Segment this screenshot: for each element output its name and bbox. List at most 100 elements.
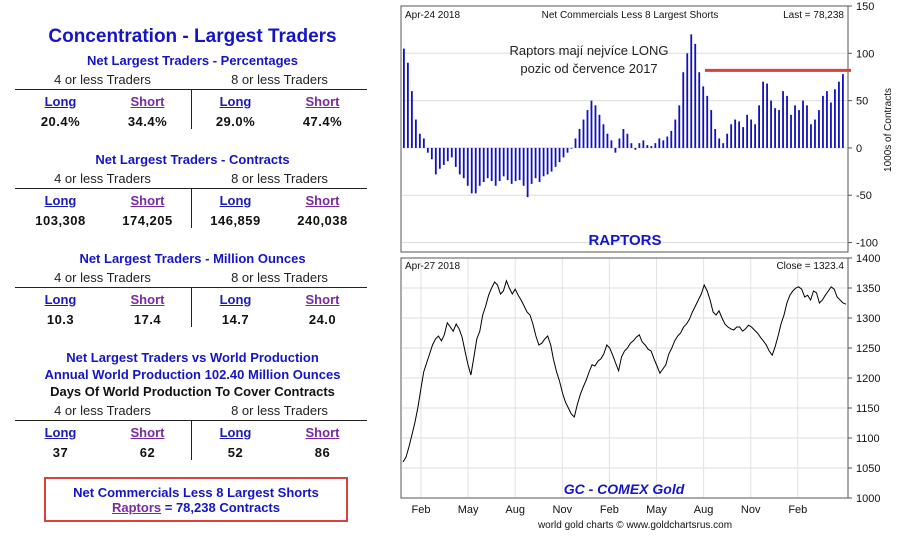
gold-close-label: Close = 1323.4 [776,261,844,272]
raptors-bar [734,119,737,148]
raptors-bar [818,110,820,148]
group-8-or-less: 8 or less Traders [231,72,328,87]
raptors-bar [498,147,501,182]
long-header[interactable]: Long [44,193,77,208]
group-4-or-less: 4 or less Traders [54,270,151,285]
raptors-chart-frame [400,5,849,253]
gold-y-tick-label: 1350 [856,283,880,295]
value-cell: 10.3 [46,312,75,327]
raptors-bar [602,124,605,148]
raptors-bar [782,91,784,148]
gold-y-tick-label: 1100 [856,433,880,445]
raptors-bar [598,114,601,148]
long-header[interactable]: Long [44,94,77,109]
raptors-bar [694,43,697,148]
long-header[interactable]: Long [219,425,252,440]
long-header[interactable]: Long [44,425,77,440]
gold-x-tick-label: May [646,504,667,516]
raptors-y-tick-label: -100 [856,238,878,250]
raptors-callout: Net Commercials Less 8 Largest Shorts Ra… [44,477,348,522]
long-header[interactable]: Long [219,94,252,109]
gold-y-tick-label: 1150 [856,403,880,415]
raptors-bar [650,146,653,148]
raptors-bar [778,110,780,148]
long-header[interactable]: Long [44,292,77,307]
raptors-bar [806,105,808,148]
raptors-bar [542,147,545,177]
value-cell: 24.0 [308,312,337,327]
raptors-bar [654,143,657,148]
raptors-bar [762,81,764,148]
short-header[interactable]: Short [305,94,340,109]
raptors-y-tick-label: 0 [856,143,862,155]
raptors-bar [774,108,776,148]
raptors-bar [558,147,561,163]
raptors-bar [690,34,693,148]
raptors-bar [586,110,589,148]
short-header[interactable]: Short [130,292,165,307]
raptors-bar [538,147,541,182]
raptors-bar [494,147,497,186]
section-subtitle-days: Days Of World Production To Cover Contra… [50,384,335,399]
raptors-bar [830,102,832,148]
gold-x-tick-label: May [458,504,479,516]
long-header[interactable]: Long [219,292,252,307]
raptors-bar [574,138,577,148]
short-header[interactable]: Short [305,193,340,208]
raptors-link[interactable]: Raptors [112,500,162,515]
value-cell: 146,859 [210,213,261,228]
raptors-bar [522,147,525,186]
raptors-bar [838,81,840,148]
section-title-ounces: Net Largest Traders - Million Ounces [79,251,306,266]
raptors-bar [562,147,565,158]
gold-x-tick-label: Aug [694,504,714,516]
raptors-bar [618,138,621,148]
raptors-bar [614,147,617,153]
value-cell: 20.4% [40,114,81,129]
raptors-bar [670,130,673,148]
charts-panel: 150 100 50 0 -50 -100 Apr-24 2018 Net Commerc… [400,1,894,531]
raptors-chart-title: Net Commercials Less 8 Largest Shorts [542,10,719,21]
short-header[interactable]: Short [130,94,165,109]
gold-date-label: Apr-27 2018 [405,261,460,272]
short-header[interactable]: Short [305,292,340,307]
raptors-bar [570,147,573,149]
raptors-bar [642,140,645,148]
value-cell: 29.0% [215,114,256,129]
gold-x-tick-label: Nov [553,504,573,516]
gold-y-tick-label: 1300 [856,313,880,325]
raptors-bar [750,119,753,148]
raptors-bar [622,129,625,148]
raptors-bar [646,145,649,148]
raptors-bar [518,147,521,181]
raptors-last-label: Last = 78,238 [783,10,844,21]
raptors-bar [418,133,421,148]
raptors-bar [666,136,669,148]
value-cell: 240,038 [297,213,348,228]
gold-x-tick-label: Nov [741,504,761,516]
divider [191,188,192,228]
raptors-bar [442,147,445,165]
raptors-bar [842,74,844,148]
raptors-bar [810,124,812,148]
short-header[interactable]: Short [130,193,165,208]
divider [191,89,192,129]
raptors-bar [486,147,489,179]
raptors-bar [742,127,745,148]
gold-price-line [402,279,847,463]
raptors-bar [658,138,661,148]
raptors-bar [766,83,768,148]
value-cell: 34.4% [127,114,168,129]
gold-x-tick-label: Feb [788,504,807,516]
raptors-bar [546,147,549,175]
group-8-or-less: 8 or less Traders [231,403,328,418]
raptors-y-ticks: 150 100 50 0 -50 -100 [848,1,878,250]
short-header[interactable]: Short [305,425,340,440]
raptors-bar [758,105,760,148]
short-header[interactable]: Short [130,425,165,440]
section-subtitle-annual-production: Annual World Production 102.40 Million O… [44,367,341,382]
raptors-bar [674,119,677,148]
raptors-bar [686,53,689,148]
long-header[interactable]: Long [219,193,252,208]
group-8-or-less: 8 or less Traders [231,171,328,186]
